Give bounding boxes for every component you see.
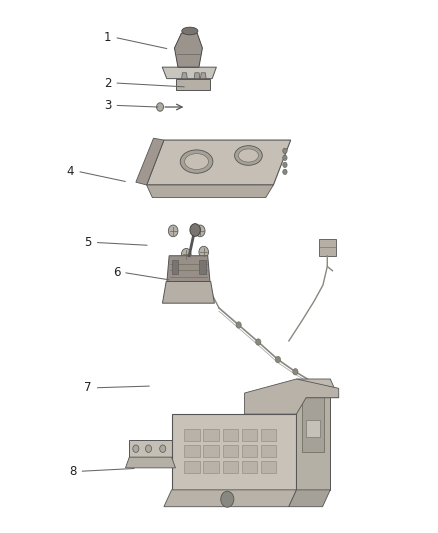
- Circle shape: [310, 379, 315, 385]
- Polygon shape: [129, 440, 172, 457]
- Circle shape: [283, 169, 287, 174]
- Text: 5: 5: [85, 236, 92, 249]
- Circle shape: [283, 155, 287, 160]
- Polygon shape: [147, 140, 291, 185]
- Polygon shape: [204, 429, 219, 441]
- Polygon shape: [162, 67, 216, 79]
- Polygon shape: [204, 461, 219, 473]
- Polygon shape: [261, 461, 276, 473]
- Polygon shape: [204, 445, 219, 457]
- Polygon shape: [297, 379, 339, 398]
- Text: 1: 1: [104, 31, 111, 44]
- Polygon shape: [174, 33, 202, 67]
- Polygon shape: [162, 281, 215, 303]
- Polygon shape: [125, 457, 176, 468]
- Polygon shape: [242, 429, 257, 441]
- Polygon shape: [172, 260, 178, 274]
- Polygon shape: [164, 490, 297, 507]
- Polygon shape: [261, 429, 276, 441]
- Polygon shape: [223, 461, 238, 473]
- Text: 2: 2: [104, 77, 111, 90]
- Polygon shape: [297, 379, 330, 490]
- Polygon shape: [184, 429, 200, 441]
- Circle shape: [181, 248, 191, 260]
- Polygon shape: [184, 445, 200, 457]
- Circle shape: [276, 357, 281, 363]
- Circle shape: [195, 225, 205, 237]
- Polygon shape: [261, 445, 276, 457]
- Circle shape: [145, 445, 152, 453]
- Text: 8: 8: [69, 465, 76, 478]
- Polygon shape: [182, 73, 187, 79]
- Ellipse shape: [182, 27, 198, 35]
- Polygon shape: [199, 260, 205, 274]
- Text: 3: 3: [104, 99, 111, 112]
- Circle shape: [156, 103, 163, 111]
- Polygon shape: [306, 419, 320, 438]
- Polygon shape: [223, 429, 238, 441]
- Polygon shape: [289, 490, 330, 507]
- Circle shape: [283, 162, 287, 167]
- Polygon shape: [184, 461, 200, 473]
- Polygon shape: [194, 73, 200, 79]
- Text: 4: 4: [67, 165, 74, 179]
- Circle shape: [256, 339, 261, 345]
- Polygon shape: [176, 79, 209, 90]
- Ellipse shape: [235, 146, 262, 165]
- Polygon shape: [244, 379, 339, 414]
- Ellipse shape: [180, 150, 213, 173]
- Polygon shape: [136, 138, 164, 185]
- Polygon shape: [167, 256, 210, 281]
- Polygon shape: [242, 445, 257, 457]
- Circle shape: [283, 148, 287, 154]
- Polygon shape: [318, 239, 336, 256]
- Polygon shape: [172, 414, 297, 490]
- Circle shape: [160, 445, 166, 453]
- Polygon shape: [147, 185, 273, 198]
- Ellipse shape: [185, 154, 208, 169]
- Polygon shape: [242, 461, 257, 473]
- Polygon shape: [302, 386, 324, 453]
- Polygon shape: [201, 73, 206, 79]
- Polygon shape: [223, 445, 238, 457]
- Text: 7: 7: [84, 381, 92, 394]
- Circle shape: [293, 368, 298, 375]
- Circle shape: [236, 322, 241, 328]
- Circle shape: [133, 445, 139, 453]
- Circle shape: [221, 491, 234, 507]
- Text: 6: 6: [113, 266, 120, 279]
- Circle shape: [199, 246, 208, 258]
- Circle shape: [190, 224, 200, 236]
- Circle shape: [168, 225, 178, 237]
- Ellipse shape: [238, 149, 258, 162]
